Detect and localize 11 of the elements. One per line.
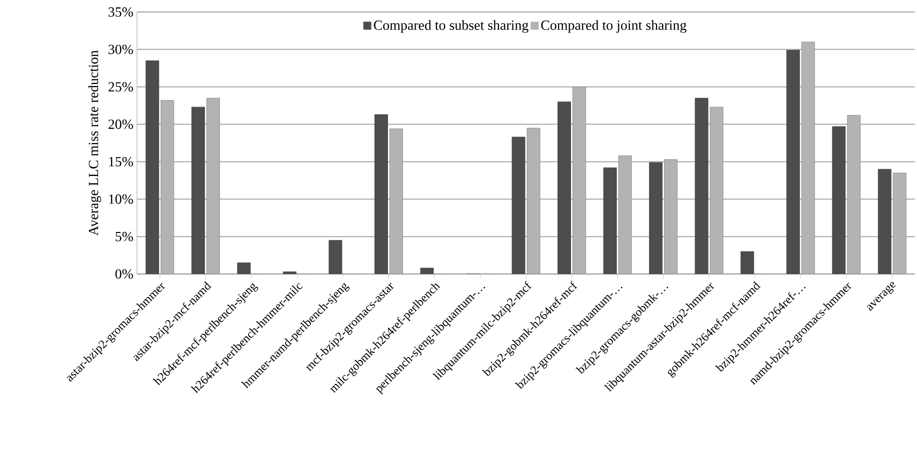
y-tick-label: 0%	[115, 269, 134, 279]
y-tick-label: 15%	[109, 156, 134, 166]
legend-label: Compared to subset sharing	[374, 20, 528, 33]
y-tick-label: 35%	[108, 7, 134, 17]
y-tick-label: 30%	[108, 44, 134, 54]
legend-label: Compared to joint sharing	[541, 20, 686, 33]
y-axis-title: Average LLC miss rate reduction	[88, 50, 102, 236]
y-tick-label: 25%	[108, 82, 134, 92]
y-tick-label: 10%	[109, 194, 134, 204]
y-tick-label: 20%	[108, 120, 134, 130]
y-tick-label: 5%	[116, 232, 134, 242]
